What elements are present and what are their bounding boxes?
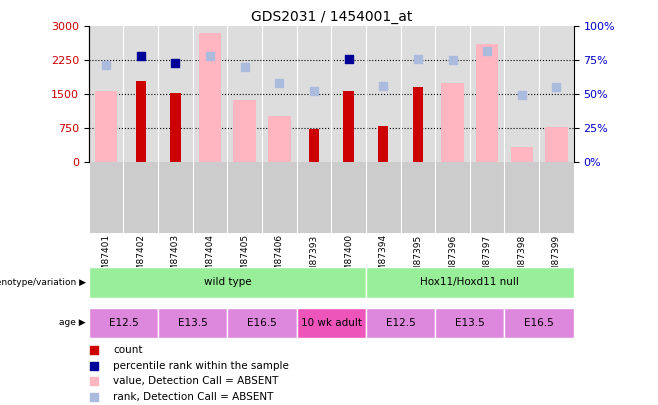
Bar [170, 93, 181, 162]
Point [170, 59, 181, 66]
Text: E13.5: E13.5 [455, 318, 485, 328]
Bar [476, 45, 499, 162]
Bar [309, 130, 319, 162]
Point [240, 64, 250, 70]
Text: E13.5: E13.5 [178, 318, 208, 328]
Text: Hox11/Hoxd11 null: Hox11/Hoxd11 null [420, 277, 519, 288]
Bar [136, 81, 146, 162]
Bar [89, 308, 158, 338]
Bar [505, 308, 574, 338]
Text: E16.5: E16.5 [524, 318, 554, 328]
Text: E12.5: E12.5 [109, 318, 138, 328]
Text: age ▶: age ▶ [59, 318, 86, 328]
Bar [268, 116, 291, 162]
Bar [158, 308, 228, 338]
Bar [435, 308, 505, 338]
Point [370, 156, 380, 163]
Point [205, 53, 215, 59]
Text: genotype/variation ▶: genotype/variation ▶ [0, 278, 86, 287]
Bar [442, 83, 464, 162]
Point [343, 56, 354, 63]
Text: E16.5: E16.5 [247, 318, 277, 328]
Text: value, Detection Call = ABSENT: value, Detection Call = ABSENT [113, 377, 278, 386]
Point [378, 83, 388, 90]
Bar [511, 147, 533, 162]
Bar [89, 267, 366, 298]
Text: count: count [113, 345, 143, 355]
Title: GDS2031 / 1454001_at: GDS2031 / 1454001_at [251, 10, 412, 24]
Bar [378, 126, 388, 162]
Text: percentile rank within the sample: percentile rank within the sample [113, 361, 289, 371]
Point [309, 87, 319, 94]
Bar [234, 100, 256, 162]
Bar [343, 92, 354, 162]
Bar [199, 33, 221, 162]
Point [101, 62, 111, 68]
Text: wild type: wild type [203, 277, 251, 288]
Bar [228, 308, 297, 338]
Bar [545, 127, 568, 162]
Text: rank, Detection Call = ABSENT: rank, Detection Call = ABSENT [113, 392, 274, 402]
Bar [95, 91, 117, 162]
Bar [297, 308, 366, 338]
Point [274, 80, 285, 86]
Bar [366, 308, 435, 338]
Point [447, 57, 458, 63]
Point [370, 299, 380, 305]
Point [413, 56, 423, 63]
Point [517, 92, 527, 98]
Point [370, 14, 380, 20]
Bar [366, 267, 574, 298]
Text: E12.5: E12.5 [386, 318, 415, 328]
Point [551, 84, 562, 91]
Point [482, 48, 492, 54]
Text: 10 wk adult: 10 wk adult [301, 318, 362, 328]
Point [136, 53, 146, 59]
Bar [413, 87, 423, 162]
